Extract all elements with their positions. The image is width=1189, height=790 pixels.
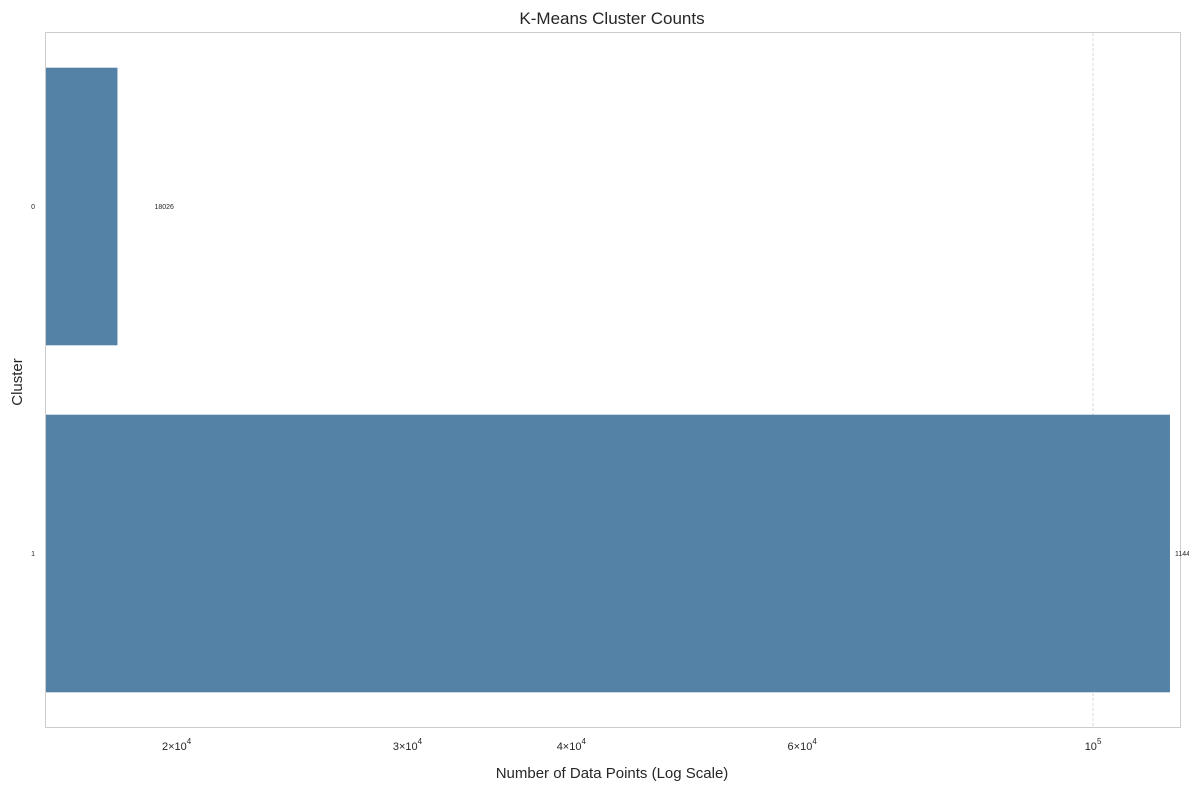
x-axis-label: Number of Data Points (Log Scale) [496,765,729,782]
x-tick-labels: 2×104 3×104 4×104 6×104 105 [162,737,1102,753]
bar-value-label-1: 114466 [1175,551,1189,558]
x-tick-label-2: 4×104 [557,737,587,753]
x-tick-base-2: 4×10 [557,741,582,753]
x-tick-base-0: 2×10 [162,741,187,753]
x-tick-label-3: 6×104 [788,737,818,753]
bar-value-label-0: 18026 [154,204,174,211]
x-tick-base-1: 3×10 [393,741,418,753]
plot-frame [45,32,1181,728]
x-tick-exponent-0: 4 [187,737,192,746]
y-tick-label-0: 0 [31,204,35,211]
x-tick-label-1: 3×104 [393,737,423,753]
y-tick-label-1: 1 [31,551,35,558]
x-tick-exponent-4: 5 [1097,737,1102,746]
x-tick-base-3: 6×10 [788,741,813,753]
x-tick-label-0: 2×104 [162,737,192,753]
y-axis-label: Cluster [9,358,26,406]
bar-value-labels: 18026 114466 [154,204,1189,558]
bar-cluster-1 [46,414,1170,693]
x-tick-exponent-2: 4 [581,737,586,746]
y-tick-labels: 01 [31,204,35,558]
bars [46,67,1170,693]
x-tick-base-4: 10 [1085,741,1097,753]
chart-title: K-Means Cluster Counts [519,9,704,28]
bar-cluster-0 [46,67,118,346]
x-tick-exponent-1: 4 [418,737,423,746]
x-tick-label-4: 105 [1085,737,1102,753]
x-tick-exponent-3: 4 [812,737,817,746]
